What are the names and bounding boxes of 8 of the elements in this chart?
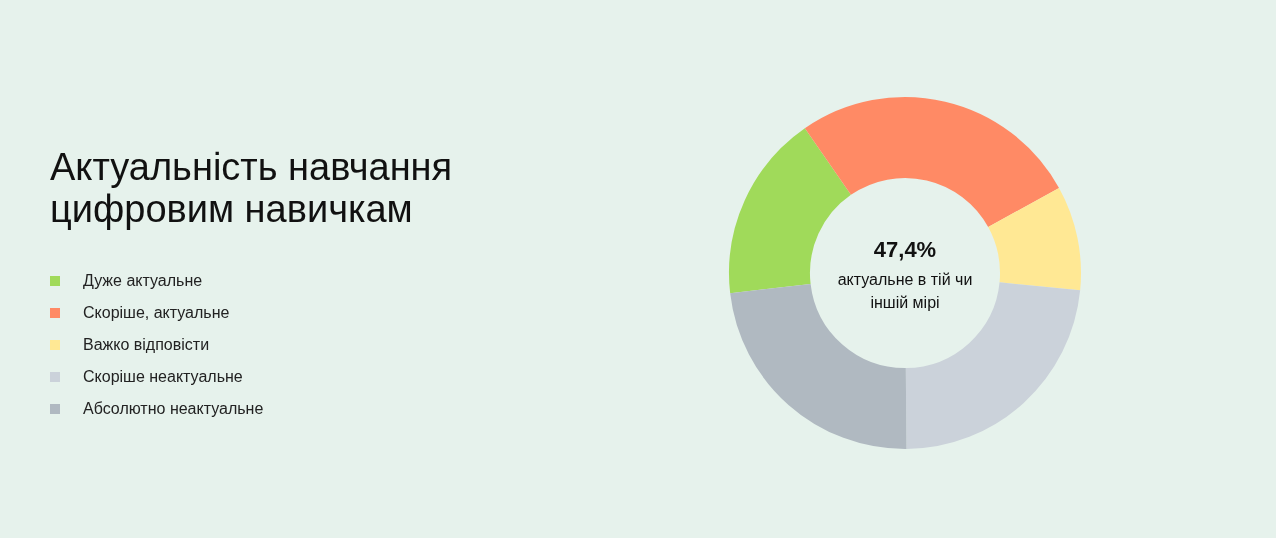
- legend-label: Абсолютно неактуальне: [83, 400, 264, 418]
- legend-label: Скоріше неактуальне: [83, 368, 243, 386]
- legend-label: Важко відповісти: [83, 336, 210, 354]
- legend-label: Скоріше, актуальне: [83, 304, 230, 322]
- text: актуальне в тій чи іншій мірі: [836, 270, 974, 313]
- text: Актуальність навчання цифровим навичкам: [50, 146, 454, 230]
- legend-label: Дуже актуальне: [83, 272, 203, 290]
- text: 47,4%: [872, 236, 938, 264]
